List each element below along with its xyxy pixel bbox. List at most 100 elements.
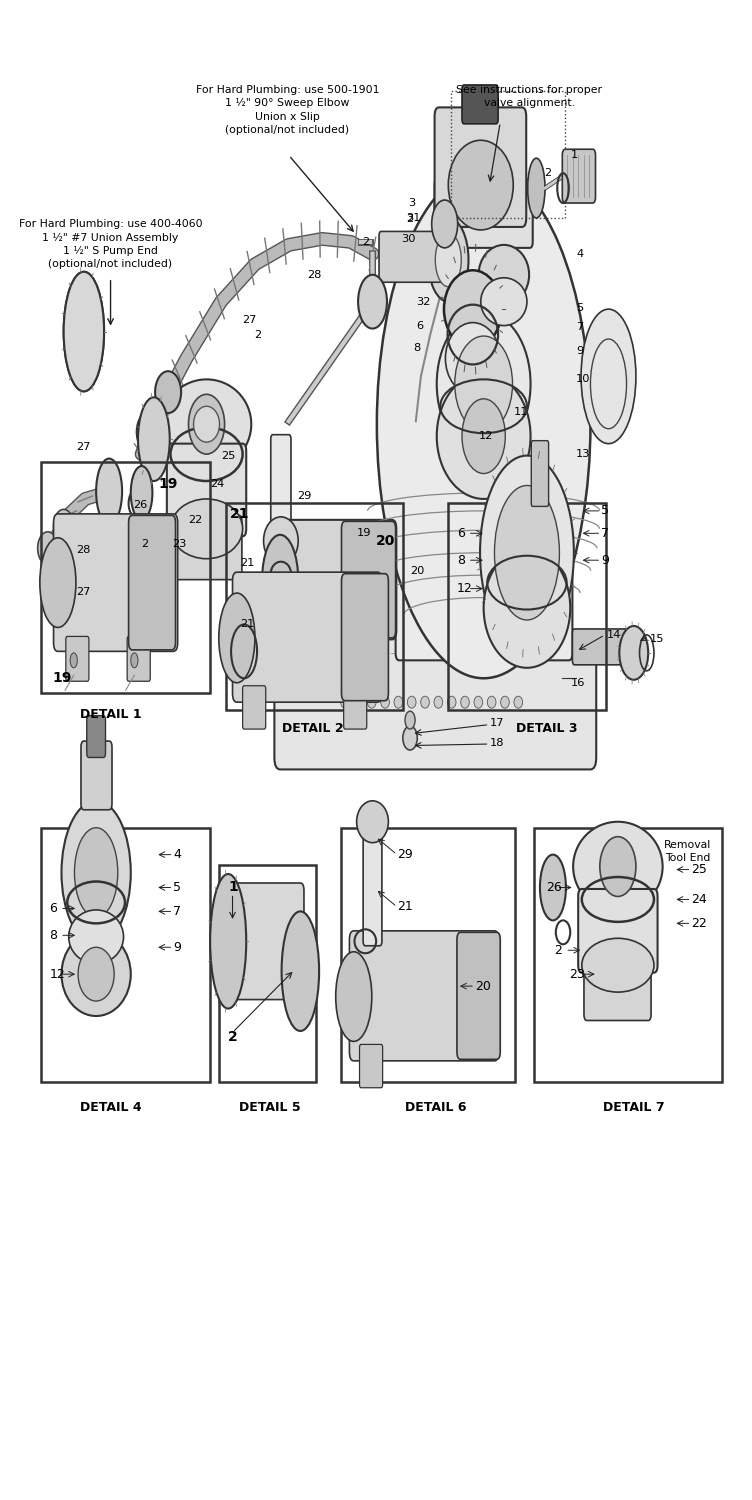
- Ellipse shape: [68, 910, 123, 963]
- Text: 6: 6: [457, 526, 465, 540]
- Text: DETAIL 7: DETAIL 7: [603, 1101, 665, 1114]
- Text: 11: 11: [514, 408, 529, 417]
- Text: 2: 2: [362, 237, 369, 248]
- Text: 24: 24: [692, 892, 707, 906]
- Bar: [41, 462, 210, 693]
- FancyBboxPatch shape: [271, 435, 291, 578]
- FancyBboxPatch shape: [86, 716, 105, 758]
- Ellipse shape: [478, 244, 529, 304]
- FancyBboxPatch shape: [341, 573, 388, 700]
- Ellipse shape: [405, 711, 415, 729]
- FancyBboxPatch shape: [66, 636, 89, 681]
- Text: 4: 4: [174, 847, 181, 861]
- Text: 6: 6: [416, 321, 423, 330]
- Ellipse shape: [64, 272, 104, 392]
- Text: 5: 5: [174, 880, 181, 894]
- Ellipse shape: [420, 696, 429, 708]
- Text: DETAIL 5: DETAIL 5: [238, 1101, 300, 1114]
- Ellipse shape: [189, 394, 225, 454]
- Text: 27: 27: [77, 586, 91, 597]
- FancyBboxPatch shape: [167, 444, 246, 537]
- Bar: [41, 828, 210, 1082]
- FancyBboxPatch shape: [129, 516, 175, 650]
- Ellipse shape: [171, 500, 243, 558]
- Text: 28: 28: [308, 270, 322, 280]
- Text: 1: 1: [228, 880, 238, 894]
- Text: 2: 2: [254, 330, 261, 339]
- Ellipse shape: [514, 696, 523, 708]
- Text: 12: 12: [457, 582, 473, 596]
- FancyBboxPatch shape: [396, 504, 572, 660]
- Text: 2: 2: [406, 214, 414, 225]
- Text: 22: 22: [692, 916, 707, 930]
- FancyBboxPatch shape: [363, 818, 382, 946]
- Text: 21: 21: [397, 900, 413, 914]
- Text: 5: 5: [576, 303, 584, 312]
- Ellipse shape: [377, 170, 590, 678]
- Text: For Hard Plumbing: use 400-4060
1 ½" #7 Union Assembly
1 ½" S Pump End
(optional: For Hard Plumbing: use 400-4060 1 ½" #7 …: [19, 219, 202, 270]
- Text: 1: 1: [570, 150, 578, 160]
- Ellipse shape: [219, 592, 255, 682]
- Ellipse shape: [474, 696, 483, 708]
- Text: 3: 3: [408, 198, 416, 208]
- FancyBboxPatch shape: [462, 86, 498, 124]
- Bar: [341, 828, 514, 1082]
- Ellipse shape: [155, 370, 181, 413]
- FancyBboxPatch shape: [286, 621, 311, 669]
- Text: Removal
Tool End: Removal Tool End: [664, 840, 711, 862]
- Text: 9: 9: [576, 346, 584, 355]
- Ellipse shape: [354, 696, 362, 708]
- FancyBboxPatch shape: [350, 932, 499, 1060]
- FancyBboxPatch shape: [435, 108, 526, 226]
- Ellipse shape: [162, 380, 251, 470]
- FancyBboxPatch shape: [578, 890, 657, 972]
- Ellipse shape: [394, 696, 403, 708]
- Ellipse shape: [53, 510, 74, 543]
- Ellipse shape: [290, 640, 299, 658]
- Ellipse shape: [335, 952, 371, 1041]
- Ellipse shape: [480, 456, 574, 650]
- Ellipse shape: [428, 217, 468, 302]
- FancyBboxPatch shape: [243, 686, 265, 729]
- Text: 26: 26: [133, 500, 147, 510]
- Text: 23: 23: [569, 968, 584, 981]
- FancyBboxPatch shape: [173, 516, 242, 579]
- Text: 21: 21: [229, 507, 249, 520]
- Ellipse shape: [620, 626, 648, 680]
- Text: 20: 20: [410, 566, 424, 576]
- Ellipse shape: [137, 411, 162, 453]
- Ellipse shape: [131, 466, 153, 520]
- Ellipse shape: [540, 855, 566, 921]
- Ellipse shape: [62, 933, 131, 1016]
- FancyBboxPatch shape: [531, 441, 549, 507]
- Text: See instructions for proper
valve alignment.: See instructions for proper valve alignm…: [456, 86, 602, 108]
- Bar: [451, 92, 566, 218]
- Ellipse shape: [353, 640, 362, 658]
- Bar: [534, 828, 722, 1082]
- Text: 16: 16: [570, 678, 584, 687]
- Text: 29: 29: [298, 490, 312, 501]
- Ellipse shape: [501, 696, 509, 708]
- Text: DETAIL 1: DETAIL 1: [80, 708, 141, 722]
- Text: 23: 23: [172, 538, 186, 549]
- Ellipse shape: [448, 141, 514, 230]
- Text: 12: 12: [49, 968, 65, 981]
- Ellipse shape: [481, 278, 527, 326]
- Text: 2: 2: [554, 944, 562, 957]
- Text: 7: 7: [174, 904, 181, 918]
- Text: 31: 31: [406, 213, 421, 223]
- Text: 10: 10: [576, 375, 590, 384]
- FancyBboxPatch shape: [341, 522, 396, 638]
- Text: 26: 26: [546, 880, 562, 894]
- Text: 25: 25: [221, 450, 235, 460]
- Ellipse shape: [437, 374, 531, 500]
- FancyBboxPatch shape: [344, 686, 367, 729]
- Text: DETAIL 4: DETAIL 4: [80, 1101, 141, 1114]
- Ellipse shape: [193, 406, 220, 442]
- Ellipse shape: [461, 696, 469, 708]
- Text: 4: 4: [576, 249, 583, 259]
- Ellipse shape: [484, 549, 570, 668]
- FancyBboxPatch shape: [435, 178, 532, 248]
- Ellipse shape: [262, 536, 299, 624]
- Text: 22: 22: [188, 514, 202, 525]
